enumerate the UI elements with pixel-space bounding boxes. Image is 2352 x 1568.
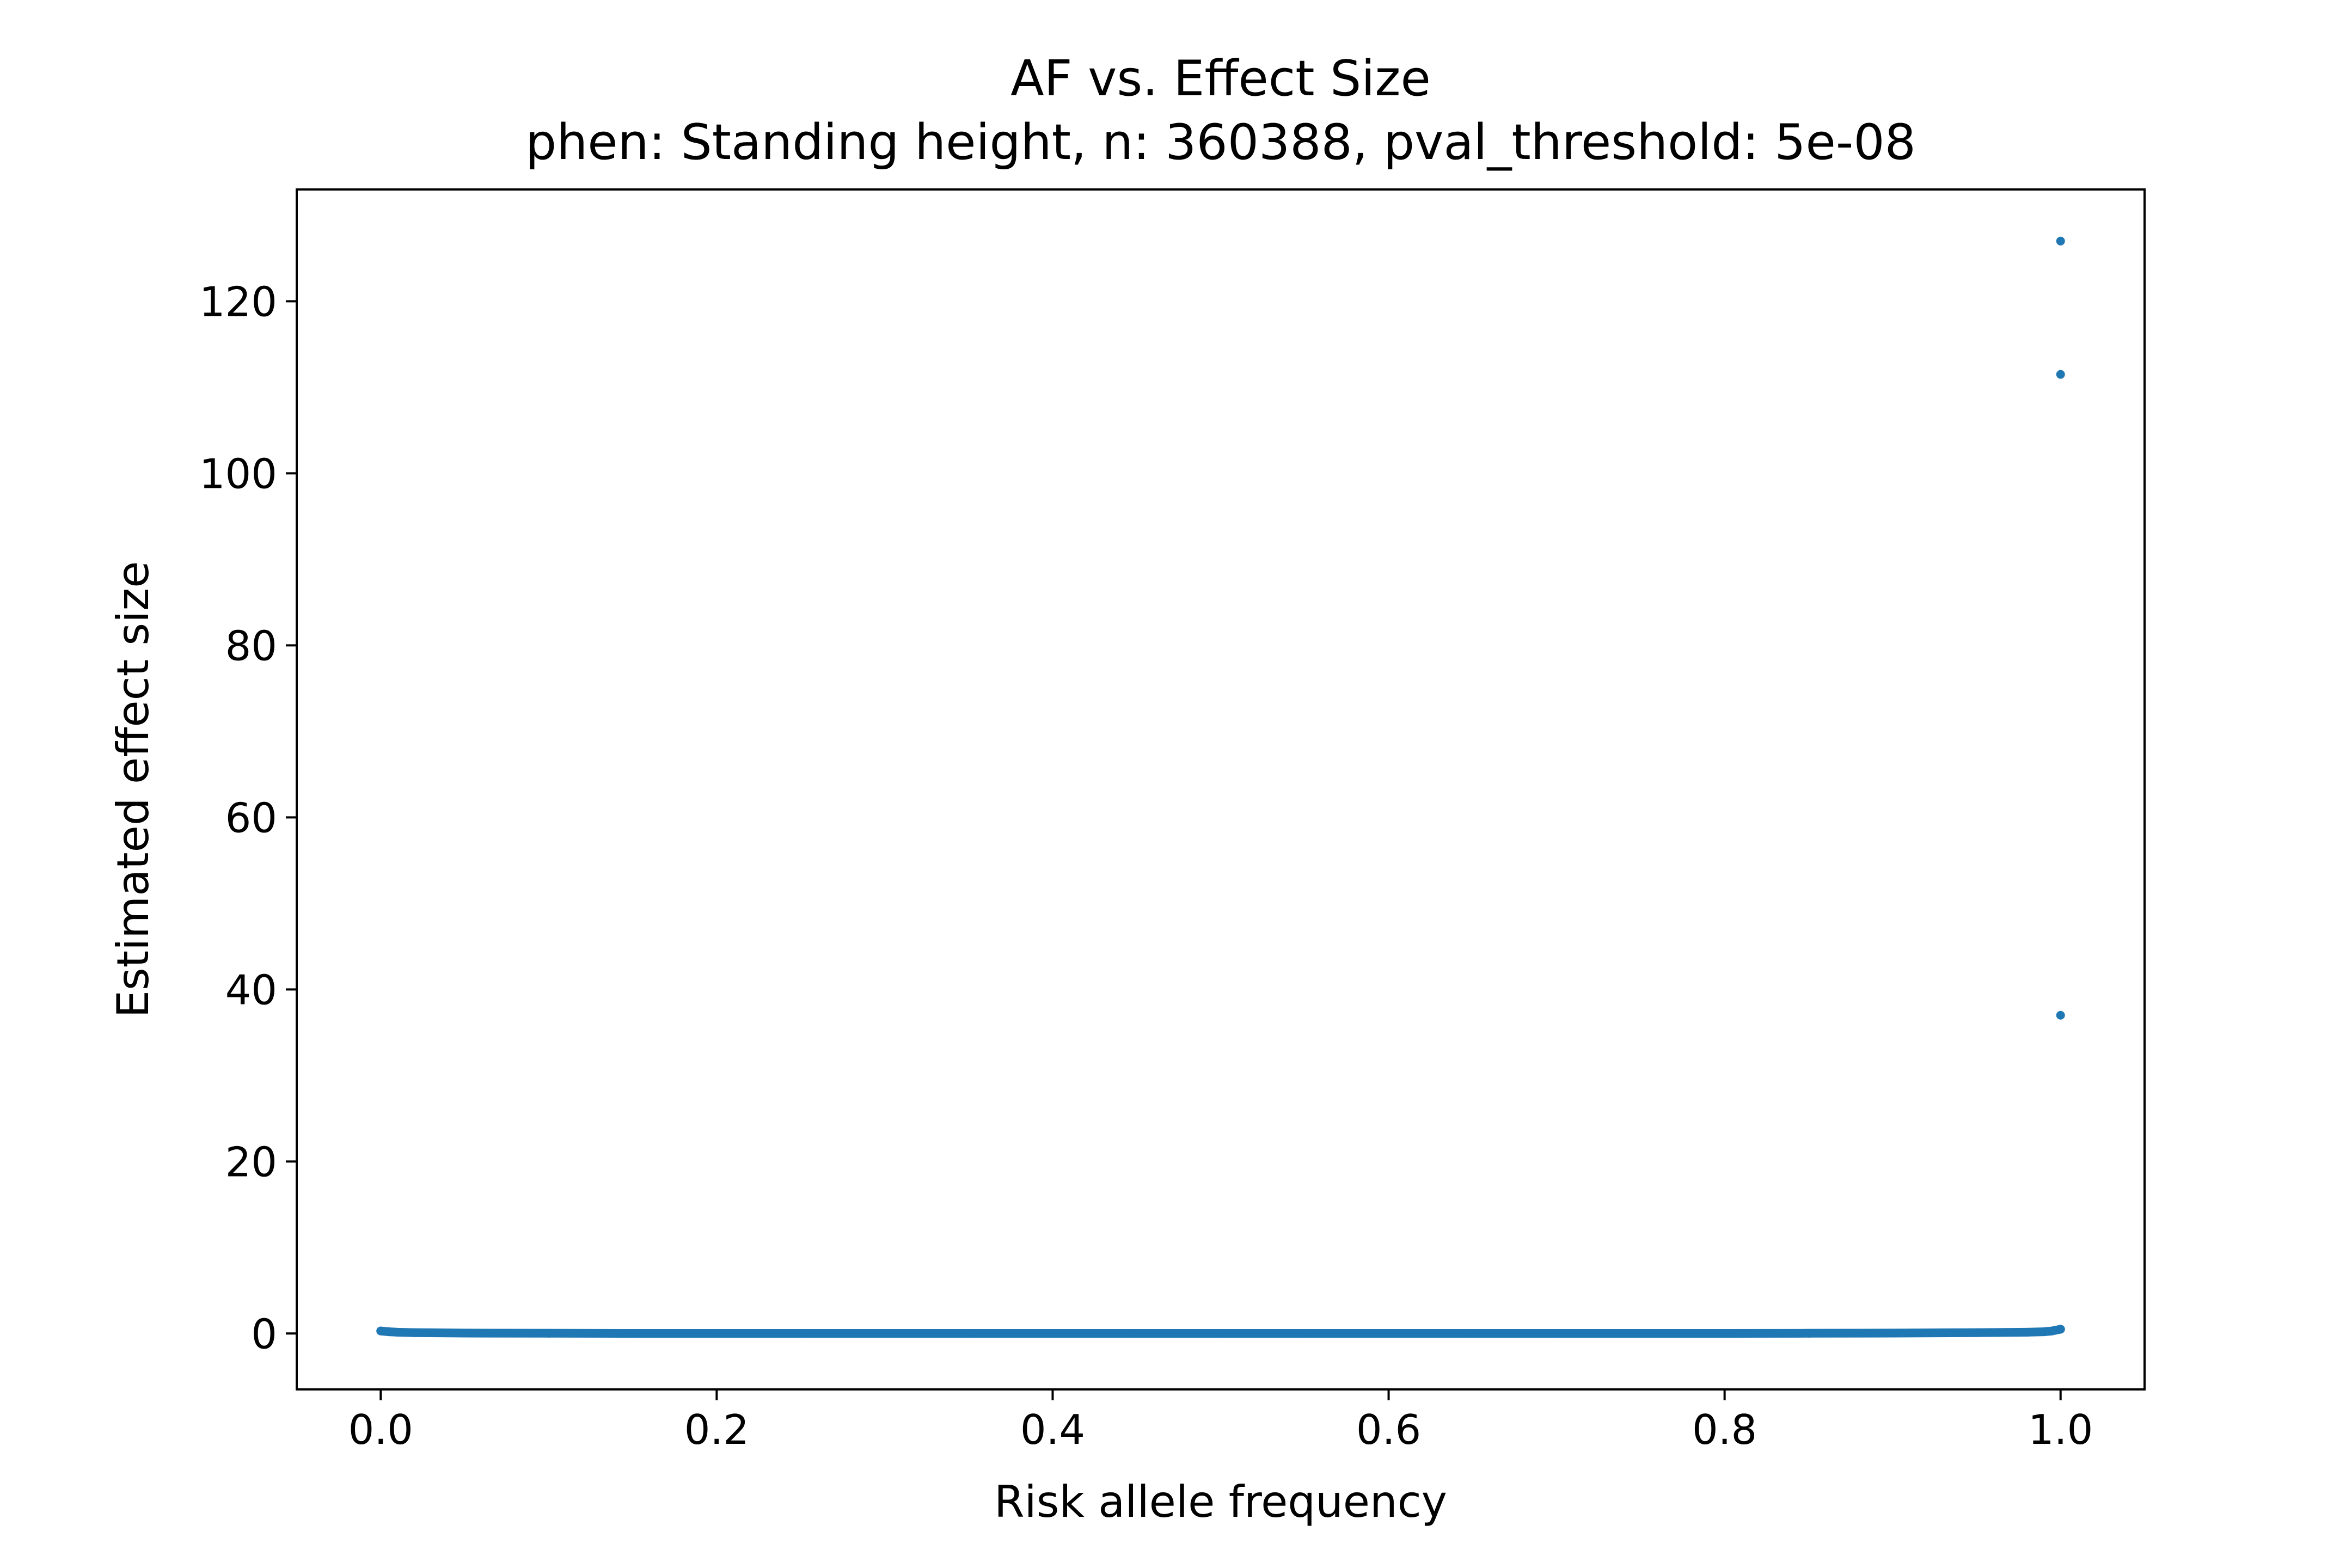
data-point: [1636, 1328, 1645, 1338]
data-point: [376, 1326, 385, 1336]
chart-subtitle: phen: Standing height, n: 360388, pval_t…: [525, 114, 1916, 171]
y-tick-label: 60: [225, 794, 277, 842]
plot-area-frame: [296, 188, 2146, 1391]
x-axis-ticks: 0.0 0.2 0.4 0.6 0.8 1.0: [348, 1389, 2093, 1454]
data-point: [712, 1328, 721, 1338]
x-axis-label: Risk allele frequency: [994, 1477, 1447, 1527]
y-tick-label: 100: [199, 450, 277, 498]
data-point: [1468, 1328, 1477, 1338]
y-tick-label: 40: [225, 966, 277, 1014]
chart-title: AF vs. Effect Size: [1010, 50, 1431, 107]
data-point: [2056, 1325, 2065, 1334]
x-tick-label: 0.2: [684, 1406, 749, 1454]
data-point: [964, 1328, 973, 1338]
data-point: [384, 1327, 394, 1337]
x-tick-label: 0.8: [1692, 1406, 1757, 1454]
data-point: [1216, 1328, 1225, 1338]
y-tick-label: 120: [199, 278, 277, 326]
data-point: [2039, 1327, 2048, 1337]
data-point: [460, 1328, 469, 1338]
data-point: [409, 1328, 419, 1337]
data-point: [796, 1328, 805, 1338]
data-point: [1384, 1328, 1393, 1338]
data-point: [1972, 1328, 1981, 1337]
y-tick-label: 0: [251, 1310, 277, 1358]
data-point: [544, 1328, 553, 1338]
data-point: [2056, 236, 2065, 246]
x-tick-label: 0.6: [1356, 1406, 1421, 1454]
data-point: [1552, 1328, 1561, 1338]
data-point: [393, 1327, 402, 1337]
x-tick-label: 0.0: [348, 1406, 413, 1454]
data-point: [1300, 1328, 1309, 1338]
x-tick-label: 1.0: [2028, 1406, 2093, 1454]
y-axis-label: Estimated effect size: [108, 561, 158, 1018]
data-point: [2048, 1326, 2057, 1336]
data-point: [1132, 1328, 1141, 1338]
data-point: [880, 1328, 889, 1338]
y-tick-label: 20: [225, 1138, 277, 1186]
y-axis-ticks: 0 20 40 60 80 100 120: [199, 278, 297, 1358]
data-point: [1048, 1328, 1057, 1338]
data-point: [1720, 1328, 1729, 1338]
data-point: [628, 1328, 638, 1338]
data-point: [1804, 1328, 1813, 1338]
data-point: [2023, 1327, 2032, 1337]
data-point: [2056, 1010, 2065, 1020]
y-tick-label: 80: [225, 622, 277, 670]
data-point: [2056, 370, 2065, 379]
x-tick-label: 0.4: [1020, 1406, 1085, 1454]
data-points: [376, 236, 2065, 1338]
data-point: [1888, 1328, 1897, 1338]
